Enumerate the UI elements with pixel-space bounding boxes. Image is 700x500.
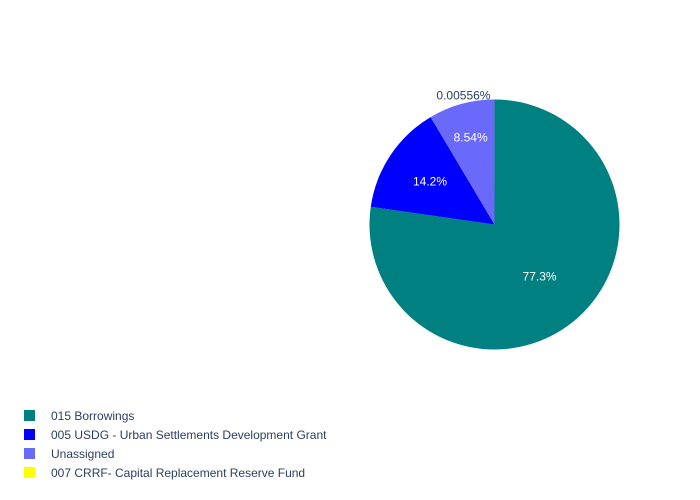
slice-usdg[interactable]	[370, 117, 495, 225]
legend-label: 007 CRRF- Capital Replacement Reserve Fu…	[51, 465, 306, 480]
label-crrf: 0.00556%	[436, 89, 490, 103]
legend-label: Unassigned	[51, 446, 115, 461]
legend-item-usdg[interactable]: 005 USDG - Urban Settlements Development…	[24, 425, 326, 444]
label-unassigned: 8.54%	[454, 131, 488, 145]
legend-label: 015 Borrowings	[51, 408, 135, 423]
label-usdg: 14.2%	[413, 174, 447, 188]
legend-item-crrf[interactable]: 007 CRRF- Capital Replacement Reserve Fu…	[24, 463, 326, 482]
legend-item-borrowings[interactable]: 015 Borrowings	[24, 406, 326, 425]
legend: 015 Borrowings 005 USDG - Urban Settleme…	[24, 406, 326, 482]
legend-swatch	[24, 448, 35, 459]
label-borrowings: 77.3%	[523, 269, 557, 283]
pie-slices	[369, 99, 620, 350]
legend-item-unassigned[interactable]: Unassigned	[24, 444, 326, 463]
legend-swatch	[24, 410, 35, 421]
legend-swatch	[24, 429, 35, 440]
slice-unassigned[interactable]	[430, 99, 495, 225]
legend-swatch	[24, 467, 35, 478]
pie-data-labels: 77.3% 14.2% 8.54% 0.00556%	[413, 89, 557, 284]
legend-label: 005 USDG - Urban Settlements Development…	[51, 427, 327, 442]
